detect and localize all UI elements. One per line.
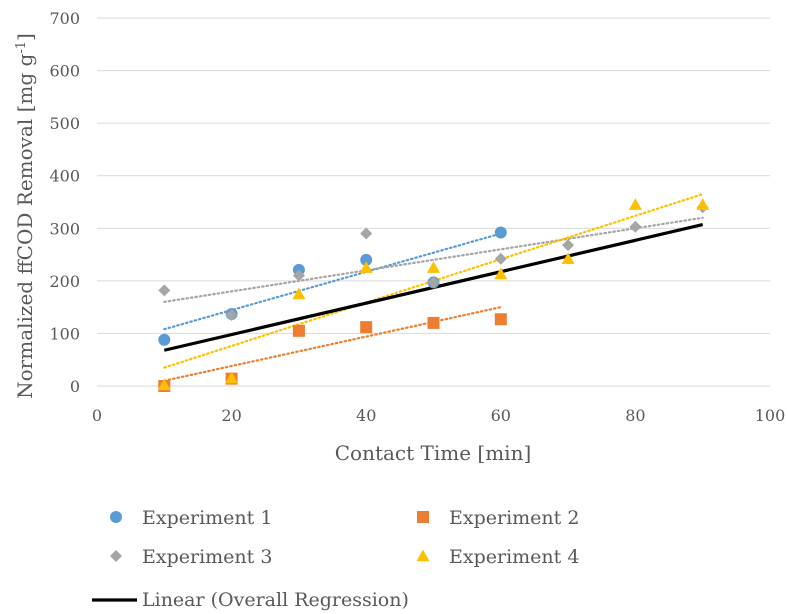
data-point xyxy=(427,276,440,289)
data-points xyxy=(157,198,710,392)
data-point xyxy=(360,227,373,240)
x-axis-title: Contact Time [min] xyxy=(335,441,532,465)
data-point xyxy=(494,252,507,265)
data-point xyxy=(494,226,507,239)
data-point xyxy=(562,239,575,252)
data-point xyxy=(628,198,642,210)
y-tick-label: 200 xyxy=(49,272,80,291)
data-point xyxy=(225,309,238,322)
legend-marker xyxy=(110,550,122,562)
x-tick-label: 100 xyxy=(755,406,786,425)
trendline xyxy=(163,216,704,303)
trendline xyxy=(163,232,502,331)
data-point xyxy=(494,267,508,280)
data-point xyxy=(360,253,373,266)
data-point xyxy=(225,371,239,384)
gridlines xyxy=(97,17,770,387)
data-point xyxy=(157,378,171,391)
y-tick-label: 0 xyxy=(70,377,80,396)
x-tick-label: 60 xyxy=(491,406,511,425)
legend-marker xyxy=(416,549,430,562)
legend-marker xyxy=(417,511,429,523)
y-tick-label: 600 xyxy=(49,62,80,81)
y-tick-label: 100 xyxy=(49,324,80,343)
y-axis-title-end: ] xyxy=(13,33,37,41)
trendline xyxy=(163,306,502,382)
x-tick-label: 80 xyxy=(625,406,645,425)
data-point xyxy=(158,333,171,346)
data-point xyxy=(360,321,373,334)
data-point xyxy=(292,287,306,300)
y-tick-label: 400 xyxy=(49,167,80,186)
legend-label: Experiment 4 xyxy=(449,546,579,568)
data-point xyxy=(292,324,305,337)
legend-label: Linear (Overall Regression) xyxy=(142,589,409,611)
data-point xyxy=(696,198,710,210)
y-axis-title: Normalized ffCOD Removal [mg g-1] xyxy=(13,33,37,399)
data-point xyxy=(561,252,575,264)
legend-label: Experiment 1 xyxy=(142,507,272,529)
data-point xyxy=(158,284,171,297)
y-axis-title-sup: -1 xyxy=(14,41,29,54)
legend: Experiment 1 Experiment 2 Experiment 3 Expe… xyxy=(92,507,579,611)
x-tick-label: 0 xyxy=(92,406,102,425)
y-axis-ticks: 0 100 200 300 400 500 600 700 xyxy=(49,9,80,396)
data-point xyxy=(359,261,373,273)
legend-label: Experiment 2 xyxy=(449,507,579,529)
y-tick-label: 500 xyxy=(49,114,80,133)
legend-label: Experiment 3 xyxy=(142,546,272,568)
x-axis-ticks: 0 20 40 60 80 100 xyxy=(92,406,785,425)
x-tick-label: 20 xyxy=(221,406,241,425)
y-tick-label: 300 xyxy=(49,219,80,238)
data-point xyxy=(427,261,440,273)
data-point xyxy=(427,316,440,329)
x-tick-label: 40 xyxy=(356,406,376,425)
data-point xyxy=(494,313,507,326)
data-point xyxy=(292,269,305,282)
legend-marker xyxy=(110,511,122,523)
y-axis-title-main: Normalized ffCOD Removal [mg g xyxy=(13,53,37,398)
data-point xyxy=(629,220,642,233)
y-tick-label: 700 xyxy=(49,9,80,28)
